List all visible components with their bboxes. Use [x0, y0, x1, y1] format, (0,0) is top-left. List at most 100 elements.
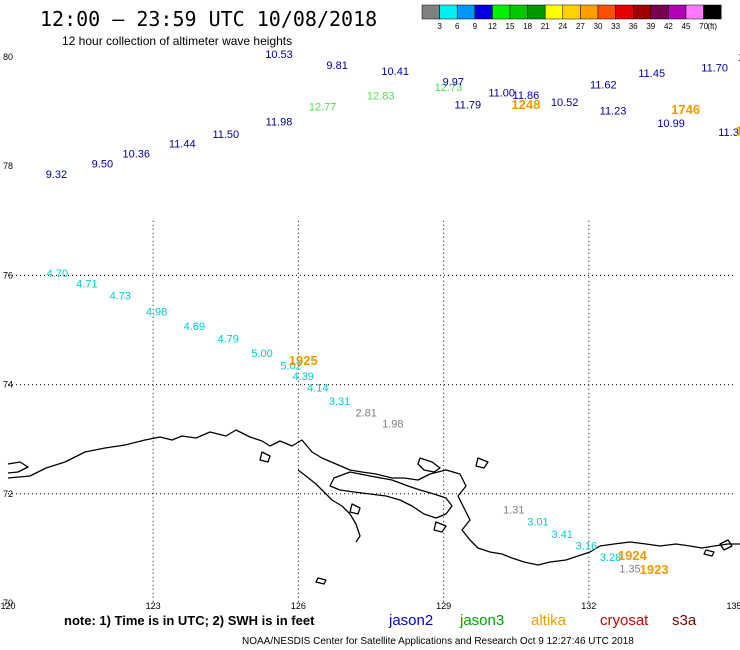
colorbar-swatch	[597, 4, 616, 20]
pass-time-label: 17	[735, 124, 740, 139]
wave-height-label: 9.50	[92, 158, 113, 170]
wave-height-label: 10.41	[381, 66, 409, 78]
wave-height-label: 4.73	[110, 290, 131, 302]
wave-height-label: 11.50	[212, 129, 239, 141]
wave-height-label: 9.81	[326, 60, 347, 72]
colorbar-swatch	[650, 4, 669, 20]
wave-height-label: 4.39	[293, 371, 314, 383]
latitude-axis: 80 78 76 74 72 70	[3, 52, 13, 608]
wave-height-label: 9.97	[443, 76, 464, 88]
wave-height-label: 4.69	[184, 321, 205, 333]
longitude-axis: 120 123 126 129 132 135	[0, 601, 740, 611]
latitude-tick-label: 76	[3, 270, 13, 280]
wave-height-label: 12.77	[309, 102, 337, 114]
wave-height-colorbar: 3 6 9 12 15 18 21 24 27 30 33 36 39 42 45 70 (ft)	[421, 4, 722, 31]
colorbar-label: 21	[541, 22, 550, 31]
wave-height-label: 2.81	[355, 407, 376, 419]
wave-height-label: 4.14	[307, 383, 328, 395]
legend-entry: jason2	[388, 612, 433, 629]
colorbar-label: 3	[437, 22, 442, 31]
map-title: 12:00 — 23:59 UTC 10/08/2018	[40, 7, 377, 31]
wave-height-label: 11.62	[590, 80, 617, 92]
wave-height-label: 3.31	[329, 396, 350, 408]
wave-height-label: 11.44	[169, 139, 196, 151]
wave-height-label: 11.34	[718, 127, 740, 139]
longitude-tick-label: 132	[581, 601, 596, 611]
wave-height-label: 11.98	[266, 116, 293, 128]
colorbar-unit: (ft)	[707, 22, 717, 31]
colorbar-swatch	[421, 4, 440, 20]
wave-height-label: 5.00	[251, 348, 272, 360]
legend-entry: cryosat	[600, 612, 649, 629]
wave-height-label: 3.16	[576, 540, 597, 552]
wave-height-label: 12.83	[367, 91, 395, 103]
wave-height-label: 11.86	[513, 90, 540, 102]
wave-height-label: 3.01	[527, 516, 548, 528]
longitude-tick-label: 135	[726, 601, 740, 611]
wave-height-label: 12.73	[435, 82, 463, 94]
wave-height-label: 11.45	[638, 68, 665, 80]
colorbar-swatch	[632, 4, 652, 20]
latitude-tick-label: 74	[3, 380, 13, 390]
colorbar-label: 39	[646, 22, 655, 31]
wave-height-observations: 9.329.5010.3611.4411.5011.9812.7712.8312…	[46, 49, 740, 575]
longitude-tick-label: 120	[0, 601, 15, 611]
colorbar-swatch	[439, 4, 458, 20]
latitude-tick-label: 72	[3, 489, 13, 499]
coastline	[7, 429, 740, 585]
pass-time-label: 1924	[618, 548, 648, 563]
map-subtitle: 12 hour collection of altimeter wave hei…	[62, 34, 292, 48]
colorbar-swatch	[509, 4, 528, 20]
latitude-tick-label: 80	[3, 52, 13, 62]
colorbar-swatch	[580, 4, 599, 20]
wave-height-label: 11.79	[454, 99, 481, 111]
wave-height-label: 1.31	[503, 504, 524, 516]
colorbar-label: 70	[699, 22, 708, 31]
wave-height-label: 11	[738, 52, 740, 64]
colorbar-label: 27	[576, 22, 585, 31]
wave-height-label: 3.28	[600, 552, 621, 564]
colorbar-label: 9	[473, 22, 478, 31]
latitude-tick-label: 78	[3, 161, 13, 171]
colorbar-label: 42	[664, 22, 673, 31]
colorbar-swatch	[668, 4, 687, 20]
colorbar-label: 6	[455, 22, 460, 31]
colorbar-swatch	[492, 4, 511, 20]
wave-height-label: 4.79	[218, 334, 239, 346]
wave-height-label: 1.98	[382, 419, 403, 431]
wave-height-label: 11.70	[701, 63, 728, 75]
wave-height-label: 10.99	[657, 118, 685, 130]
longitude-tick-label: 129	[436, 601, 451, 611]
colorbar-swatch	[685, 4, 704, 20]
colorbar-label: 24	[558, 22, 567, 31]
wave-height-label: 11.23	[600, 105, 627, 117]
footnote: note: 1) Time is in UTC; 2) SWH is in fe…	[64, 613, 315, 628]
wave-height-label: 11.00	[488, 87, 515, 99]
pass-time-label: 1248	[511, 97, 540, 112]
wave-height-label: 10.36	[122, 148, 150, 160]
wave-height-label: 10.52	[551, 97, 579, 109]
legend-entry: altika	[531, 612, 567, 629]
satellite-legend: jason2 jason3 altika cryosat s3a	[388, 612, 697, 629]
wave-height-label: 10.53	[265, 49, 293, 61]
legend-entry: s3a	[672, 612, 697, 629]
colorbar-swatch	[544, 4, 564, 20]
colorbar-swatch	[456, 4, 476, 20]
wave-height-label: 4.71	[76, 278, 97, 290]
colorbar-label: 12	[488, 22, 497, 31]
longitude-tick-label: 123	[146, 601, 161, 611]
pass-time-label: 1923	[640, 562, 669, 577]
colorbar-swatch	[615, 4, 634, 20]
colorbar-label: 18	[523, 22, 532, 31]
wave-height-label: 4.70	[47, 268, 68, 280]
credit-line: NOAA/NESDIS Center for Satellite Applica…	[242, 636, 634, 647]
colorbar-label: 15	[506, 22, 515, 31]
colorbar-swatch	[474, 4, 493, 20]
colorbar-label: 45	[682, 22, 691, 31]
wave-height-label: 3.41	[551, 529, 572, 541]
latitude-tick-label: 70	[3, 598, 13, 608]
graticule	[8, 220, 734, 603]
colorbar-swatch	[562, 4, 581, 20]
colorbar-label: 30	[594, 22, 603, 31]
